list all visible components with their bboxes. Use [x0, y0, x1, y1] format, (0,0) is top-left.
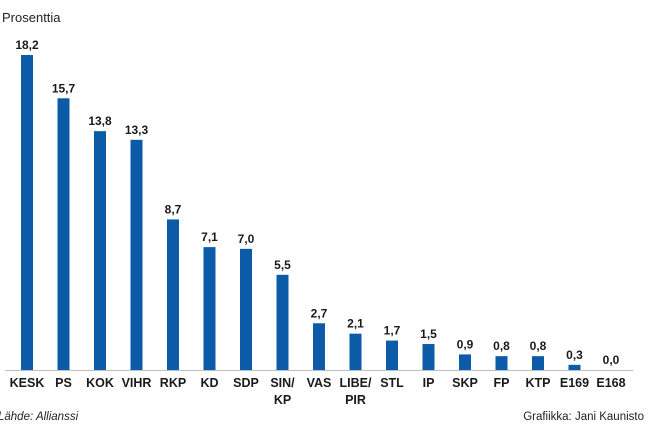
category-label: KTP: [526, 376, 551, 390]
value-label: 1,5: [420, 327, 437, 341]
category-label: SKP: [452, 376, 478, 390]
bar: [459, 354, 471, 370]
bar: [495, 356, 508, 370]
value-label: 0,3: [566, 348, 583, 362]
bar: [57, 98, 70, 371]
bar: [21, 55, 33, 370]
bar: [386, 340, 398, 370]
category-label: STL: [380, 376, 404, 390]
value-label: 1,7: [384, 324, 401, 338]
value-label: 2,1: [347, 317, 364, 331]
source-note: Lähde: Allianssi: [0, 411, 79, 423]
bar: [203, 247, 216, 370]
category-label: KP: [274, 393, 291, 407]
bar: [130, 139, 143, 370]
category-label: FP: [494, 376, 510, 390]
bar: [422, 344, 435, 370]
bar: [568, 364, 581, 370]
category-label: LIBE/: [340, 376, 372, 390]
value-label: 15,7: [52, 81, 76, 95]
bars-group: 18,2 KESK 15,7 PS 13,8 KOK 13,3 VIHR 8,7 RKP 7,1 KD…: [5, 38, 633, 407]
value-label: 7,0: [238, 232, 255, 246]
category-label: KESK: [10, 376, 45, 390]
category-label: PIR: [345, 393, 366, 407]
bar: [167, 219, 179, 370]
category-label: E169: [560, 376, 589, 390]
bar: [313, 323, 325, 370]
y-axis-label: Prosenttia: [2, 10, 61, 25]
value-label: 13,3: [125, 123, 149, 137]
value-label: 0,0: [603, 353, 620, 367]
value-label: 2,7: [311, 306, 328, 320]
category-label: KOK: [86, 376, 114, 390]
bar: [532, 356, 544, 370]
category-label: SDP: [233, 376, 259, 390]
value-label: 0,8: [493, 339, 510, 353]
category-label: VAS: [307, 376, 332, 390]
category-label: KD: [200, 376, 218, 390]
value-label: 5,5: [274, 258, 291, 272]
bar: [349, 333, 362, 370]
category-label: SIN/: [270, 376, 295, 390]
credit-note: Grafiikka: Jani Kaunisto: [523, 411, 644, 423]
category-label: IP: [423, 376, 435, 390]
value-label: 7,1: [201, 230, 218, 244]
category-label: VIHR: [122, 376, 152, 390]
category-label: RKP: [160, 376, 186, 390]
value-label: 8,7: [165, 202, 182, 216]
value-label: 18,2: [15, 38, 39, 52]
bar: [276, 274, 289, 370]
bar: [240, 248, 252, 370]
bar: [94, 131, 106, 370]
category-label: E168: [596, 376, 625, 390]
value-label: 0,9: [457, 337, 474, 351]
category-label: PS: [55, 376, 72, 390]
value-label: 0,8: [530, 339, 547, 353]
value-label: 13,8: [88, 114, 112, 128]
